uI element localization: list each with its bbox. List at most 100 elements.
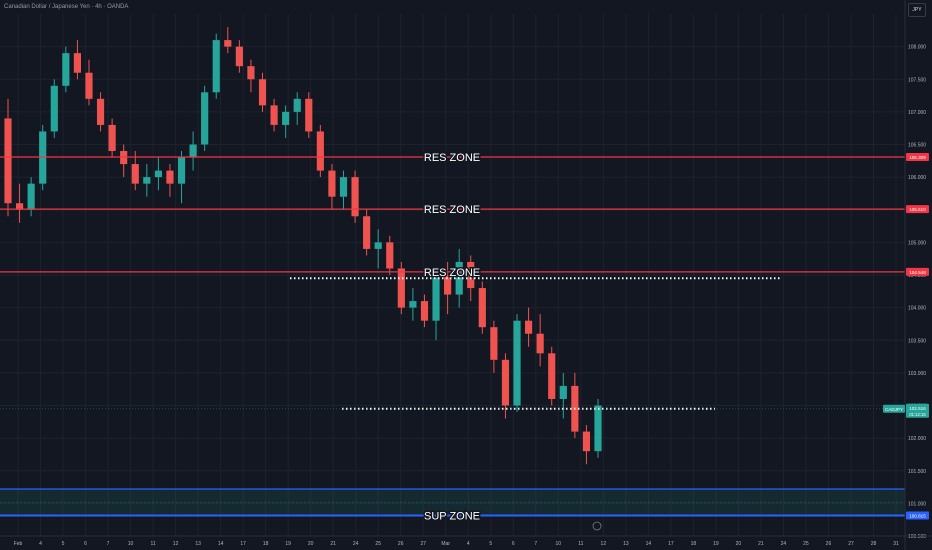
x-tick-label: 18	[263, 541, 269, 547]
candle-body	[27, 183, 35, 210]
x-tick-label: Mar	[441, 541, 450, 547]
candle-body	[96, 98, 105, 125]
res-price-label: 106.309	[909, 155, 926, 160]
sup-zone-label: SUP ZONE	[424, 510, 480, 522]
x-tick-label: 25	[375, 541, 381, 547]
candle-body	[525, 320, 533, 334]
chart-title: Canadian Dollar / Japanese Yen · 4h · OA…	[4, 4, 129, 10]
candle-body	[270, 105, 278, 125]
sup-price-label: 100.815	[909, 513, 926, 518]
x-tick-label: 24	[353, 541, 359, 547]
candle-body	[212, 40, 220, 93]
x-tick-label: 24	[781, 541, 787, 547]
current-price-label: 102.516	[909, 406, 926, 411]
y-tick-label: 101.000	[908, 501, 926, 507]
candle-body	[363, 216, 371, 249]
x-tick-label: 26	[826, 541, 832, 547]
y-tick-label: 105.000	[908, 240, 926, 246]
candle-body	[154, 170, 162, 178]
x-tick-label: 10	[128, 541, 134, 547]
candle-body	[490, 327, 498, 360]
candle-body	[305, 98, 313, 132]
symbol-tag	[883, 404, 905, 413]
currency-button[interactable]: JPY	[908, 3, 926, 17]
candle-body	[108, 124, 116, 152]
x-tick-label: 19	[285, 541, 291, 547]
candle-body	[444, 275, 452, 295]
candle-body	[328, 170, 336, 197]
x-tick-label: 13	[195, 541, 201, 547]
x-tick-label: 26	[398, 541, 404, 547]
candle-body	[536, 333, 544, 354]
x-tick-label: 19	[713, 541, 719, 547]
res-price-label: 105.510	[909, 207, 926, 212]
candle-body	[432, 275, 440, 321]
candle-body	[247, 66, 255, 80]
candle-body	[15, 203, 24, 210]
y-tick-label: 104.500	[908, 273, 926, 279]
x-tick-label: 14	[218, 541, 224, 547]
sup-price-tag	[906, 511, 929, 520]
candle-body	[235, 46, 243, 67]
x-tick-label: 5	[489, 541, 492, 547]
y-tick-label: 101.500	[908, 469, 926, 475]
res-price-tag	[906, 205, 929, 214]
x-tick-label: 11	[150, 541, 155, 547]
x-tick-label: 20	[736, 541, 742, 547]
event-marker-icon	[592, 521, 602, 531]
res-price-tag	[906, 152, 929, 161]
res-price-label: 104.548	[909, 270, 926, 275]
res-zone-label: RES ZONE	[424, 152, 480, 164]
y-tick-label: 106.000	[908, 175, 926, 181]
y-tick-label: 102.000	[908, 436, 926, 442]
candle-body	[594, 405, 602, 452]
candle-body	[316, 131, 324, 171]
candle-body	[143, 177, 151, 184]
x-tick-label: 12	[173, 541, 179, 547]
candle-body	[513, 320, 521, 406]
y-tick-label: 104.000	[908, 306, 926, 312]
symbol-label: CADJPY	[885, 407, 903, 412]
zones: RES ZONE RES ZONE RES ZONE SUP ZONE	[0, 150, 905, 524]
x-tick-label: 27	[848, 541, 854, 547]
candle-body	[189, 144, 197, 158]
x-tick-label: 10	[556, 541, 562, 547]
candles	[4, 27, 602, 465]
candle-body	[478, 288, 486, 328]
candle-body	[131, 164, 139, 184]
candle-body	[386, 242, 394, 269]
y-tick-label: 100.500	[908, 534, 926, 540]
x-tick-label: 4	[467, 541, 470, 547]
candle-body	[62, 53, 70, 86]
x-tick-label: 21	[758, 541, 764, 547]
x-tick-label: 27	[420, 541, 426, 547]
chart-grid	[0, 14, 905, 537]
y-tick-label: 107.500	[908, 77, 926, 83]
x-tick-label: 17	[668, 541, 674, 547]
x-tick-label: 31	[893, 541, 899, 547]
candle-body	[559, 385, 567, 399]
x-tick-label: 25	[803, 541, 809, 547]
x-tick-label: 13	[623, 541, 629, 547]
x-tick-label: 12	[601, 541, 607, 547]
res-price-tag	[906, 267, 929, 276]
candle-body	[50, 85, 58, 132]
x-tick-label: 7	[534, 541, 537, 547]
x-tick-label: 6	[84, 541, 87, 547]
x-tick-label: Feb	[14, 541, 23, 547]
candle-body	[501, 359, 510, 406]
candle-body	[374, 242, 382, 249]
x-tick-label: 18	[691, 541, 697, 547]
candle-body	[258, 79, 267, 106]
candle-body	[73, 53, 81, 73]
candle-body	[420, 301, 429, 321]
x-tick-label: 17	[240, 541, 246, 547]
y-tick-label: 103.500	[908, 338, 926, 344]
candle-body	[548, 353, 556, 399]
x-tick-label: 6	[512, 541, 515, 547]
x-tick-label: 11	[578, 541, 583, 547]
y-tick-label: 108.000	[908, 45, 926, 51]
res-zone-label: RES ZONE	[424, 267, 480, 279]
